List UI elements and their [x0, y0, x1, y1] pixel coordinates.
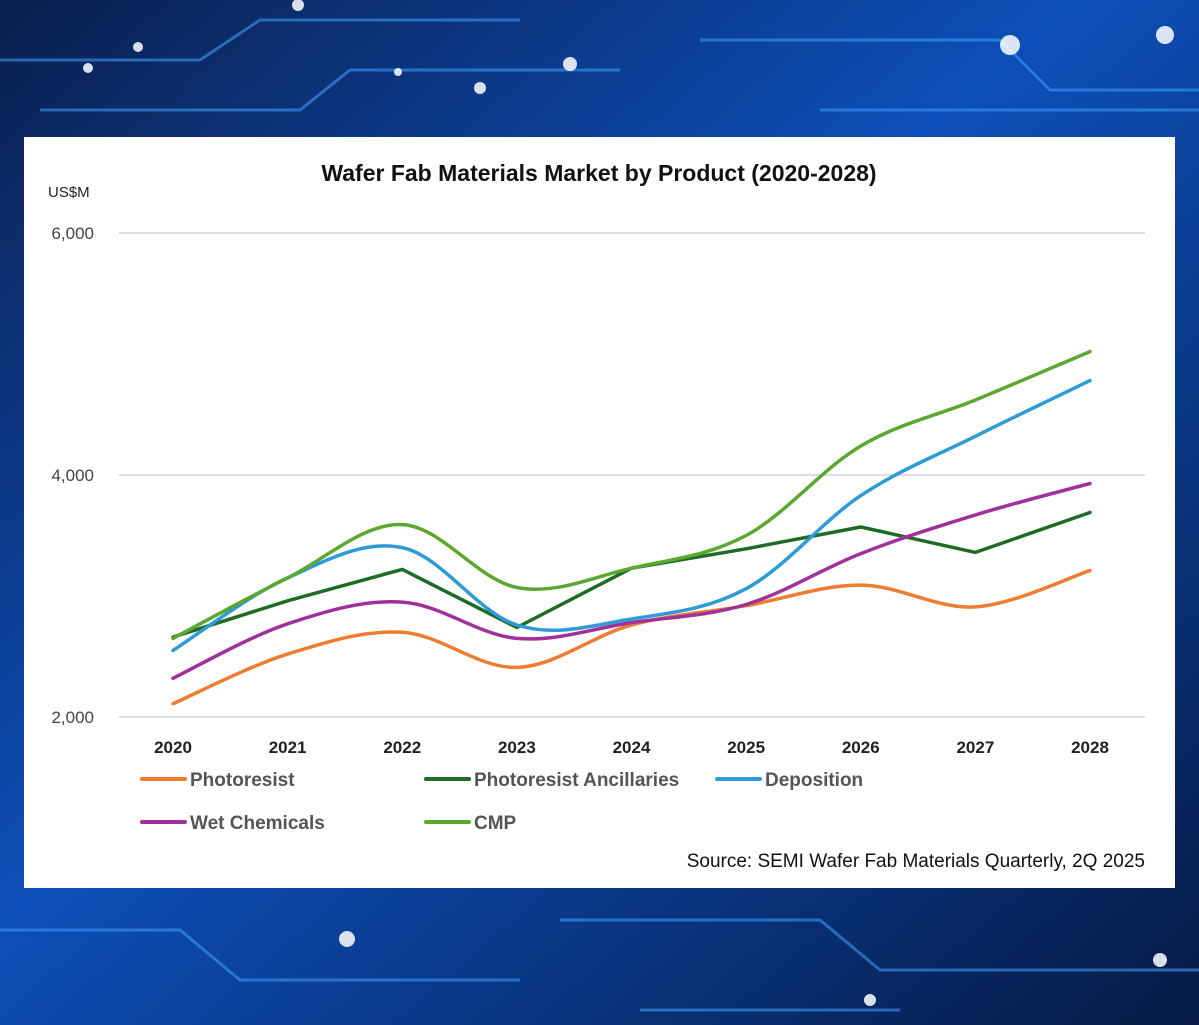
x-tick-label: 2020 — [154, 738, 192, 757]
x-axis-ticks: 2020 2021 2022 2023 2024 2025 2026 2027 2028 — [154, 738, 1109, 757]
x-tick-label: 2027 — [956, 738, 994, 757]
series-line-wet-chemicals — [171, 481, 1092, 681]
y-tick-label: 4,000 — [51, 466, 94, 485]
x-tick-label: 2028 — [1071, 738, 1109, 757]
legend-label-photoresist-ancillaries: Photoresist Ancillaries — [474, 770, 679, 791]
x-tick-label: 2023 — [498, 738, 536, 757]
x-tick-label: 2021 — [269, 738, 307, 757]
chart-title: Wafer Fab Materials Market by Product (2… — [321, 160, 876, 186]
legend-label-wet-chemicals: Wet Chemicals — [190, 813, 325, 834]
legend-label-cmp: CMP — [474, 813, 517, 834]
chart-card: Wafer Fab Materials Market by Product (2… — [24, 137, 1175, 888]
x-tick-label: 2025 — [727, 738, 765, 757]
gridlines — [119, 232, 1145, 718]
x-tick-label: 2024 — [613, 738, 651, 757]
y-axis-unit-label: US$M — [48, 184, 90, 201]
series-line-deposition — [171, 378, 1092, 653]
source-note: Source: SEMI Wafer Fab Materials Quarter… — [687, 851, 1145, 872]
series-line-photoresist — [171, 568, 1092, 706]
y-tick-label: 2,000 — [51, 708, 94, 727]
legend-label-deposition: Deposition — [765, 770, 863, 791]
x-tick-label: 2026 — [842, 738, 880, 757]
line-chart: Wafer Fab Materials Market by Product (2… — [48, 160, 1145, 872]
series-line-cmp — [171, 349, 1092, 641]
legend: Photoresist Photoresist Ancillaries Deposi… — [140, 770, 863, 834]
legend-label-photoresist: Photoresist — [190, 770, 295, 791]
x-tick-label: 2022 — [383, 738, 421, 757]
y-tick-label: 6,000 — [51, 224, 94, 243]
y-axis-ticks: 2,000 4,000 6,000 — [51, 224, 94, 727]
series-lines — [171, 349, 1092, 706]
